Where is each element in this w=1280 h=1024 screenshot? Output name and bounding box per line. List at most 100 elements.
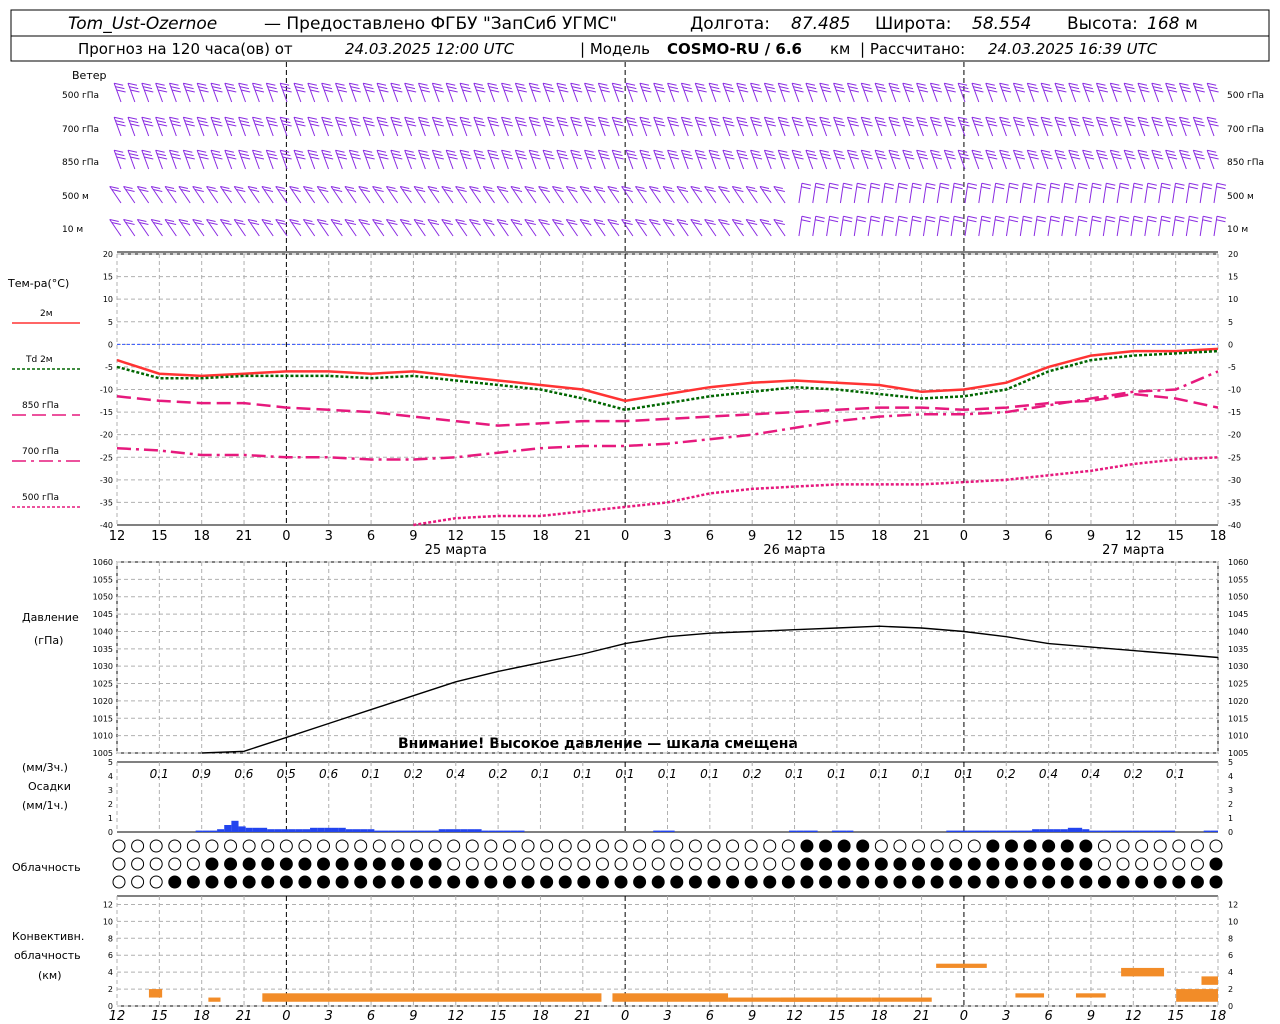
cloud-symbol	[1097, 875, 1111, 889]
wind-barb	[1158, 215, 1171, 237]
precip-unit1: (мм/1ч.)	[22, 799, 68, 812]
wind-barb	[916, 116, 929, 137]
cloud-symbol	[893, 857, 907, 871]
precip-bar	[653, 830, 661, 832]
wind-barb	[653, 116, 666, 137]
precip-3h-total: 0.4	[1039, 767, 1058, 781]
wind-barb	[1137, 116, 1150, 137]
precip-ytick-right: 5	[1228, 758, 1233, 767]
time-tick-conv: 9	[1087, 1009, 1095, 1024]
wind-barb	[1151, 149, 1164, 170]
alt-value: 168	[1147, 14, 1180, 34]
cloud-symbol	[614, 875, 628, 889]
wind-barb	[621, 219, 634, 237]
cloud-symbol	[112, 875, 126, 889]
wind-barb	[169, 116, 182, 137]
cloud-symbol	[168, 875, 182, 889]
precip-bar	[481, 830, 489, 832]
precip-3h-total: 0.1	[827, 767, 846, 781]
wind-barb	[936, 182, 950, 204]
wind-barb	[1054, 116, 1067, 137]
precip-bar	[195, 830, 203, 832]
time-tick-temp: 15	[151, 529, 168, 544]
cloud-symbol	[893, 839, 907, 853]
precip-bar	[410, 830, 418, 832]
wind-barb	[279, 116, 292, 137]
wind-barb	[708, 116, 721, 137]
cloud-symbol	[521, 857, 535, 871]
time-tick-conv: 3	[1002, 1009, 1010, 1024]
cloud-symbol	[317, 875, 331, 889]
precip-3h-total: 0.2	[997, 767, 1016, 781]
wind-barb	[224, 82, 237, 103]
wind-barb	[819, 149, 832, 170]
cloud-symbol	[1209, 839, 1223, 853]
wind-barb	[639, 149, 652, 170]
cloud-symbol	[186, 857, 200, 871]
wind-barb	[690, 219, 703, 237]
wind-barb	[826, 182, 839, 204]
wind-barb	[496, 186, 509, 204]
wind-barb	[957, 82, 970, 103]
precip-3h-total: 0.1	[531, 767, 550, 781]
cloud-symbol	[1060, 857, 1074, 871]
time-tick-conv: 21	[575, 1009, 592, 1024]
wind-barb	[798, 182, 812, 204]
wind-barb	[219, 186, 233, 204]
wind-barb	[1130, 182, 1144, 204]
time-tick-conv: 12	[447, 1009, 464, 1024]
pressure-ytick-left: 1020	[93, 697, 113, 706]
temp-ytick-right: 0	[1228, 340, 1233, 349]
wind-barb	[833, 82, 846, 103]
wind-barb	[178, 186, 191, 204]
precip-bar	[245, 827, 253, 832]
cloud-symbol	[409, 857, 423, 871]
wind-barb	[680, 116, 693, 137]
precip-bar	[953, 830, 961, 832]
wind-barb	[528, 149, 541, 170]
wind-barb	[542, 82, 555, 103]
wind-barb	[441, 219, 454, 237]
wind-barb	[763, 116, 776, 137]
time-tick-conv: 9	[409, 1009, 417, 1024]
cloud-symbol	[224, 875, 238, 889]
wind-barb	[750, 82, 763, 103]
wind-barb	[1075, 182, 1088, 204]
wind-barb	[1040, 149, 1053, 170]
cloud-symbol	[1153, 839, 1167, 853]
wind-barb	[404, 116, 417, 137]
wind-level-label-left: 500 м	[62, 192, 89, 202]
temp-ytick-right: 5	[1228, 318, 1233, 327]
cloud-symbol	[874, 875, 888, 889]
wind-barb	[206, 219, 219, 237]
precip-bar	[381, 830, 389, 832]
cloud-symbol	[930, 839, 944, 853]
cloud-symbol	[744, 857, 758, 871]
conv-ytick-left: 4	[108, 968, 113, 977]
cloud-symbol	[205, 839, 219, 853]
wind-barb	[1130, 215, 1144, 237]
forecast-label: Прогноз на 120 часа(ов) от	[78, 40, 293, 58]
temp-series-line	[116, 349, 1219, 412]
wind-barb	[791, 149, 804, 170]
wind-barb	[812, 182, 825, 204]
precip-3h-total: 0.6	[234, 767, 253, 781]
wind-barb	[293, 116, 306, 137]
cloud-symbol	[335, 839, 349, 853]
wind-barb	[874, 116, 887, 137]
cloud-symbol	[800, 875, 814, 889]
wind-barb	[348, 149, 361, 170]
wind-barb	[1033, 215, 1047, 237]
precip-ytick-right: 3	[1228, 786, 1233, 795]
wind-barb	[731, 186, 745, 204]
wind-barb	[773, 186, 786, 204]
time-tick-conv: 18	[193, 1009, 210, 1024]
wind-barb	[846, 149, 859, 170]
cloud-symbol	[930, 857, 944, 871]
wind-barb	[376, 82, 389, 103]
cloud-symbol	[409, 875, 423, 889]
wind-barb	[722, 116, 735, 137]
model-label: | Модель	[580, 40, 650, 58]
wind-barb	[155, 116, 168, 137]
